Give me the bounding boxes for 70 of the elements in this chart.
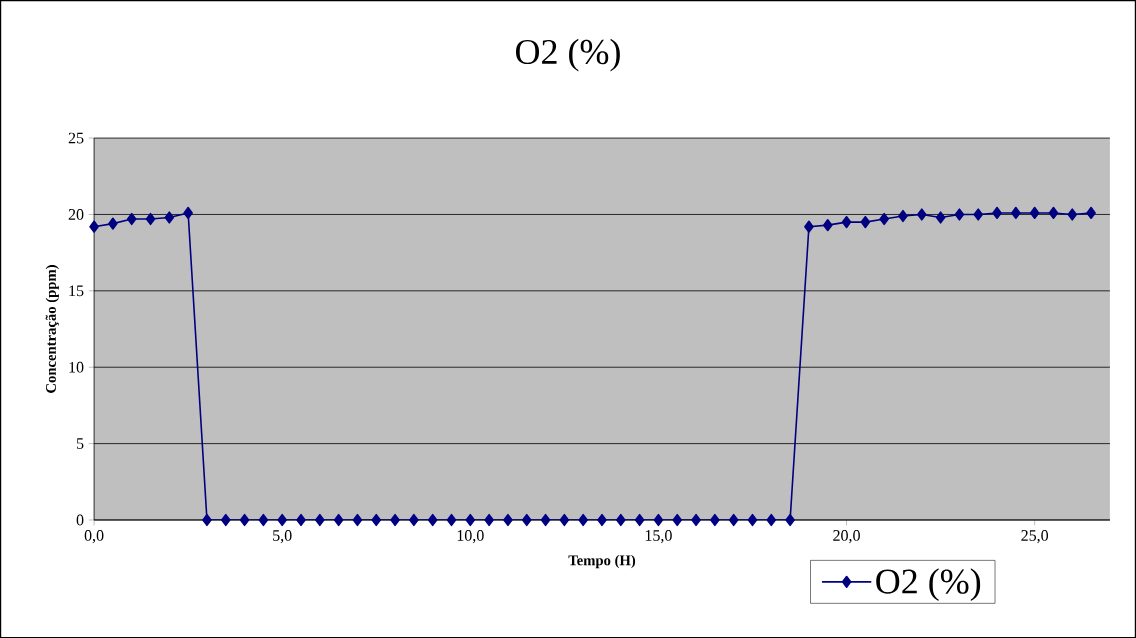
point bbox=[634, 513, 645, 527]
point bbox=[89, 220, 99, 233]
point bbox=[352, 513, 363, 527]
point bbox=[766, 513, 777, 527]
point bbox=[691, 513, 701, 527]
point bbox=[916, 208, 927, 221]
point bbox=[653, 513, 664, 527]
point bbox=[427, 513, 438, 527]
point bbox=[597, 513, 607, 527]
point bbox=[879, 212, 889, 226]
x-axis-title: Tempo (H) bbox=[568, 554, 636, 569]
point bbox=[1067, 208, 1078, 221]
point bbox=[239, 513, 250, 527]
x-tick-label: 5,0 bbox=[273, 530, 292, 544]
point bbox=[465, 513, 476, 527]
point bbox=[126, 212, 137, 226]
point bbox=[841, 215, 852, 229]
y-tick-label: 20 bbox=[68, 209, 84, 220]
x-tick-label: 10,0 bbox=[457, 530, 484, 544]
point bbox=[296, 513, 306, 527]
point bbox=[371, 513, 382, 527]
point bbox=[559, 513, 570, 527]
y-tick-label: 5 bbox=[76, 438, 84, 449]
point bbox=[898, 209, 908, 223]
y-tick-label: 0 bbox=[76, 514, 84, 526]
point bbox=[822, 218, 833, 232]
x-tick-label: 0,0 bbox=[84, 530, 104, 544]
y-tick-label: 10 bbox=[69, 361, 84, 373]
point bbox=[409, 513, 419, 527]
point bbox=[1011, 206, 1021, 220]
point bbox=[785, 513, 795, 527]
point bbox=[954, 208, 965, 221]
y-tick-label: 25 bbox=[68, 132, 84, 144]
point bbox=[277, 513, 287, 527]
point bbox=[973, 208, 984, 221]
point bbox=[258, 513, 269, 527]
point bbox=[935, 211, 946, 224]
point bbox=[540, 513, 551, 527]
point bbox=[446, 513, 457, 527]
point bbox=[521, 513, 532, 527]
point bbox=[860, 215, 871, 229]
x-tick-label: 15,0 bbox=[645, 530, 672, 544]
y-tick-label: 15 bbox=[69, 285, 84, 297]
point bbox=[1086, 206, 1096, 220]
point bbox=[145, 212, 156, 226]
point bbox=[503, 513, 513, 527]
point bbox=[164, 211, 175, 224]
point bbox=[333, 513, 344, 527]
point bbox=[390, 513, 400, 527]
x-tick-label: 25,0 bbox=[1021, 530, 1049, 544]
legend-label: O2 (%) bbox=[876, 568, 981, 601]
x-tick-label: 20,0 bbox=[833, 530, 860, 544]
point bbox=[484, 513, 494, 527]
point bbox=[1029, 206, 1040, 220]
point bbox=[315, 513, 325, 527]
point bbox=[183, 206, 193, 220]
point bbox=[616, 513, 626, 527]
point bbox=[672, 513, 683, 527]
y-axis-title: Concentração (ppm) bbox=[45, 265, 59, 393]
point bbox=[578, 513, 588, 527]
point bbox=[108, 217, 118, 230]
chart-title: O2 (%) bbox=[516, 38, 620, 72]
point bbox=[804, 220, 814, 233]
point bbox=[1048, 206, 1059, 220]
point bbox=[992, 206, 1002, 220]
point bbox=[710, 513, 720, 527]
point bbox=[202, 513, 212, 527]
point bbox=[220, 513, 231, 527]
point bbox=[747, 513, 758, 527]
point bbox=[728, 513, 739, 527]
